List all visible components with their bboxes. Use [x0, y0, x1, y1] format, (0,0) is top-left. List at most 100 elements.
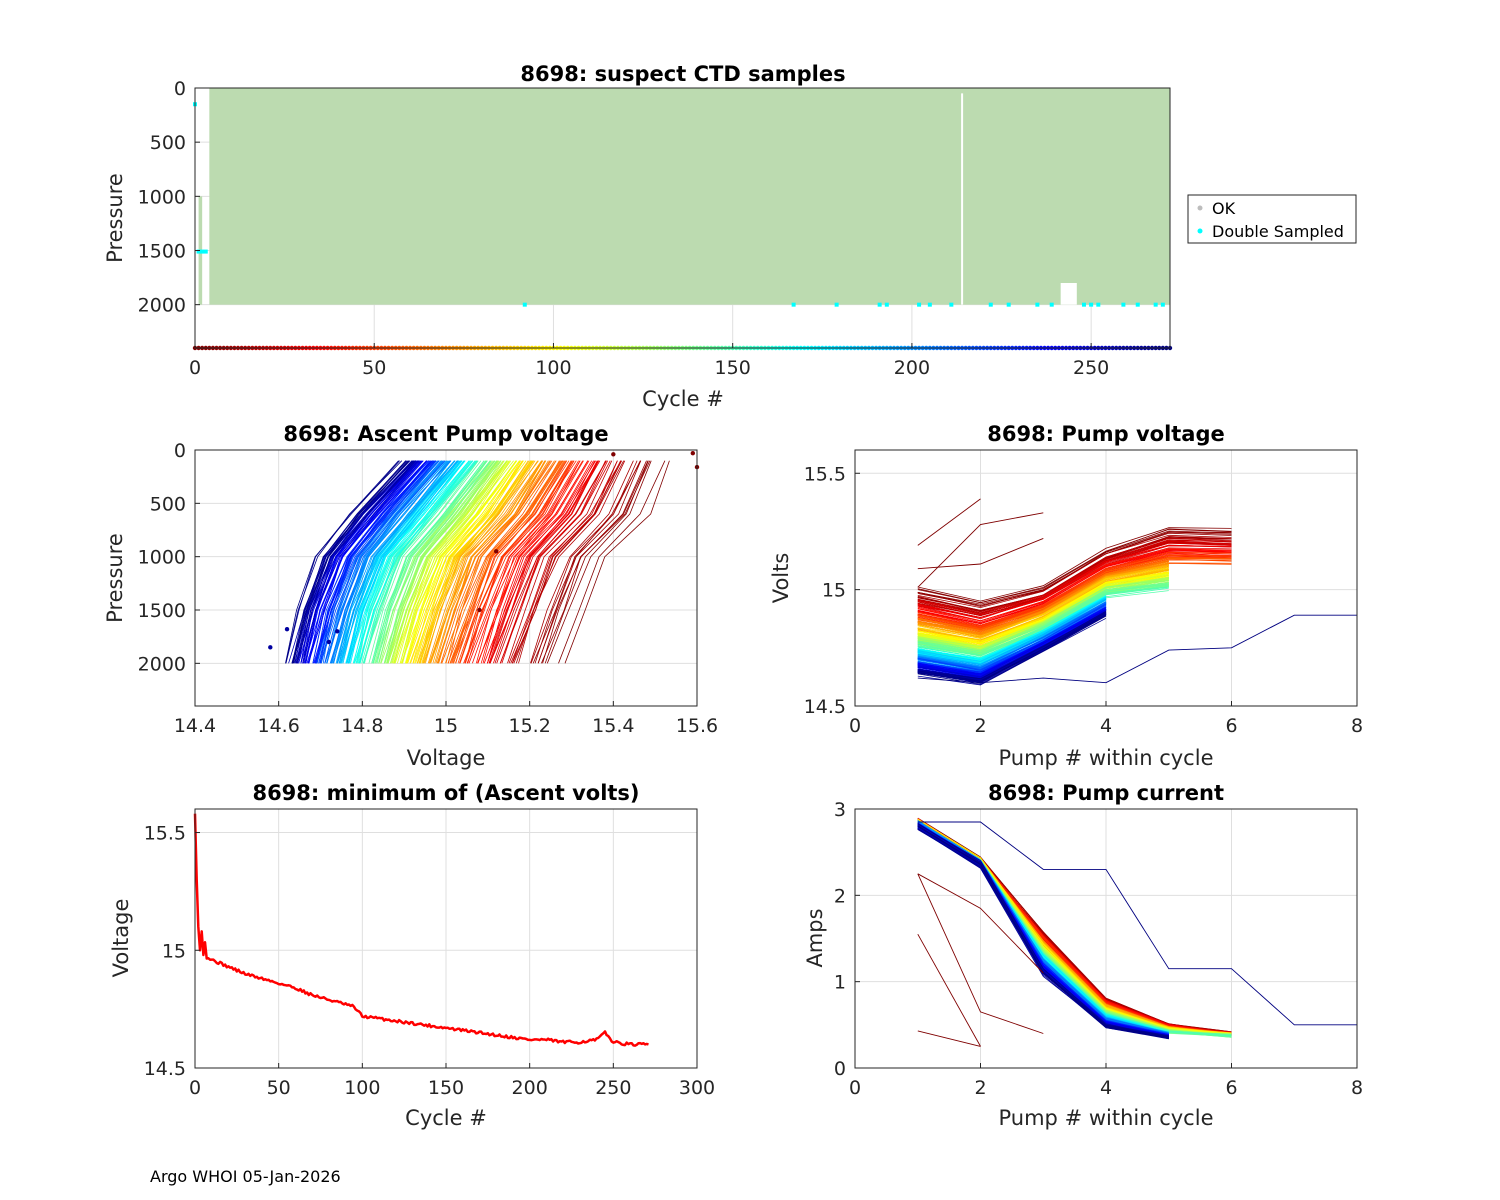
pumpc-series-line [917, 825, 1169, 1038]
pumpc-xtick-label: 4 [1100, 1077, 1112, 1099]
pumpc-title: 8698: Pump current [988, 781, 1224, 805]
pumpc-series-line [917, 821, 1169, 1034]
ascent-series-line [421, 460, 535, 664]
ascent-plot-area [268, 451, 700, 664]
suspect-ytick-label: 500 [150, 132, 186, 154]
ascent-ytick-label: 2000 [138, 653, 186, 675]
pumpc-outlier-line [917, 821, 1357, 1026]
ascent-series-line [507, 460, 613, 664]
ascent-series-line [383, 460, 495, 664]
panel-pump-voltage: 0 2 4 6 8 14.5 15 15.5 8698: Pump voltage Pump … [769, 422, 1363, 770]
ascent-xtick-label: 15.4 [592, 715, 634, 737]
ascent-series-line [306, 460, 428, 664]
pumpv-series-line [917, 597, 1107, 663]
ascent-xtick-label: 14.8 [341, 715, 383, 737]
pumpc-series-line [917, 826, 1169, 1036]
pumpv-series-line [917, 567, 1169, 639]
ascent-series-line [308, 460, 424, 664]
double-sampled-point [877, 302, 882, 307]
pumpv-series-line [917, 607, 1107, 675]
ascent-series-line [482, 460, 593, 664]
pumpc-series-line [917, 823, 1169, 1037]
minv-xlabel: Cycle # [405, 1106, 487, 1130]
ascent-series-line [513, 460, 621, 664]
pumpc-ytick-label: 2 [834, 885, 846, 907]
ascent-late-outlier-point [335, 629, 340, 634]
ascent-series-line [313, 460, 433, 664]
ascent-series-line [358, 460, 476, 664]
pumpc-series-line [917, 825, 1169, 1035]
pumpv-series-line [917, 540, 1232, 615]
minv-tick-labels: 0 50 100 150 200 250 300 14.5 15 15.5 [144, 823, 715, 1099]
double-sampled-point [200, 249, 205, 254]
ascent-xtick-label: 15.6 [676, 715, 718, 737]
pumpc-series-line [917, 822, 1169, 1036]
pumpv-series-line [917, 608, 1107, 675]
pumpc-series-line [917, 826, 1169, 1035]
suspect-legend: OK Double Sampled [1187, 194, 1357, 244]
double-sampled-point [1121, 302, 1126, 307]
suspect-xtick-label: 100 [535, 357, 571, 379]
ascent-xtick-label: 15 [434, 715, 458, 737]
ascent-series-line [430, 460, 542, 664]
pumpv-xlabel: Pump # within cycle [999, 746, 1214, 770]
pumpv-series-line [917, 564, 1169, 638]
ascent-series-line [355, 460, 470, 664]
ascent-series-line [415, 460, 524, 664]
pumpc-series-line [917, 824, 1169, 1037]
double-sampled-point [1089, 302, 1094, 307]
suspect-ylabel: Pressure [103, 173, 127, 263]
ascent-series-line [564, 460, 670, 664]
pumpc-series-line [917, 824, 1169, 1035]
pumpc-series-line [917, 825, 1169, 1037]
pumpc-series-line [917, 825, 1169, 1037]
ascent-late-outlier-point [326, 639, 332, 645]
pumpv-series-line [917, 586, 1169, 657]
pumpc-series-line [917, 823, 1169, 1032]
ascent-title: 8698: Ascent Pump voltage [283, 422, 608, 446]
legend-ok-marker [1197, 205, 1203, 211]
ascent-series-line [354, 460, 473, 664]
pumpv-series-line [917, 554, 1232, 628]
ascent-series-line [380, 460, 495, 664]
pumpc-series-line [917, 824, 1169, 1036]
ascent-outlier-point [690, 451, 696, 456]
ascent-series-line [472, 460, 581, 664]
pumpv-series-line [917, 598, 1107, 665]
pumpc-series-line [917, 825, 1169, 1035]
pumpc-series-line [917, 825, 1169, 1039]
double-sampled-point [1035, 302, 1040, 307]
ascent-series-line [480, 460, 590, 664]
pumpc-ytick-label: 3 [834, 799, 846, 821]
pumpv-early-outlier-line [917, 498, 981, 546]
double-sampled-point [196, 249, 201, 254]
pumpc-series-line [917, 826, 1169, 1036]
pumpc-series-line [917, 825, 1169, 1035]
pumpc-series-line [917, 826, 1169, 1036]
legend-double-sampled-marker [1197, 228, 1203, 234]
pumpc-tick-labels: 0 2 4 6 8 0 1 2 3 [834, 799, 1363, 1099]
pumpc-series-line [917, 822, 1169, 1032]
pumpc-series-line [917, 826, 1169, 1036]
ascent-series-line [427, 460, 542, 664]
ascent-series-line [414, 460, 527, 664]
pumpc-xtick-label: 2 [974, 1077, 986, 1099]
pumpc-early-outlier-line [917, 1030, 981, 1047]
pumpc-series-line [917, 825, 1169, 1037]
ascent-series-line [435, 460, 549, 664]
ascent-series-line [329, 460, 446, 664]
suspect-xtick-label: 200 [894, 357, 930, 379]
pumpc-ytick-label: 0 [834, 1058, 846, 1080]
ascent-series-line [391, 460, 508, 664]
ascent-series-line [457, 460, 570, 664]
footer-stamp: Argo WHOI 05-Jan-2026 [150, 1167, 341, 1186]
ascent-tick-labels: 14.4 14.6 14.8 15 15.2 15.4 15.6 0 500 1000 1500 20… [138, 440, 719, 737]
ascent-ytick-label: 500 [150, 493, 186, 515]
minv-xtick-label: 50 [267, 1077, 291, 1099]
pumpc-series-line [917, 826, 1169, 1035]
ascent-series-line [455, 460, 567, 664]
pumpv-ytick-label: 15 [822, 580, 846, 602]
pumpc-series-line [917, 826, 1169, 1036]
double-sampled-point [1153, 302, 1158, 307]
pumpc-series-line [917, 825, 1169, 1036]
